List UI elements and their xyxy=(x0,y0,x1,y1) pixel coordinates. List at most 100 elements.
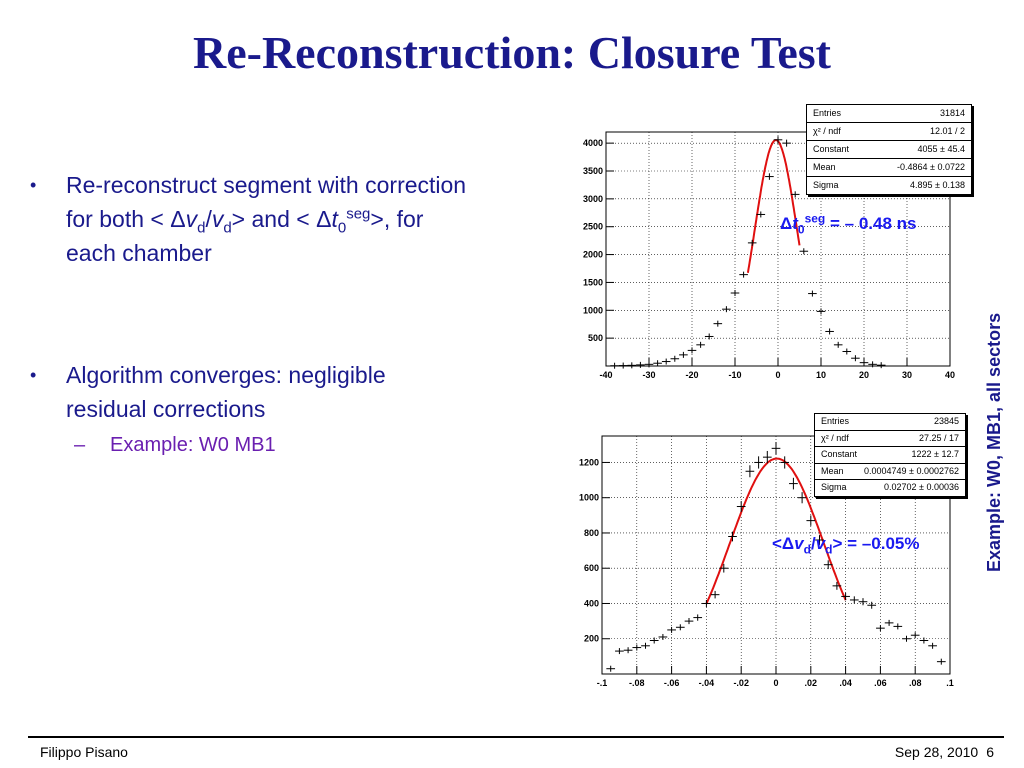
sub-d: d xyxy=(197,219,206,237)
data-point xyxy=(756,211,766,218)
delta-symbol-2: Δ xyxy=(316,206,332,232)
stats-value: 0.0004749 ± 0.0002762 xyxy=(863,465,959,476)
data-point xyxy=(849,596,859,604)
data-point xyxy=(696,341,705,348)
bullet-2-line-2: residual corrections xyxy=(66,396,266,422)
data-point xyxy=(808,290,817,297)
var-v: v xyxy=(185,206,198,232)
sup-seg: seg xyxy=(346,205,371,223)
sub-0: 0 xyxy=(337,219,347,237)
footer-date: Sep 28, 2010 xyxy=(894,744,979,760)
stats-key: χ² / ndf xyxy=(813,126,841,136)
footer-author: Filippo Pisano xyxy=(40,744,128,760)
y-tick-label: 2500 xyxy=(583,222,603,232)
data-point xyxy=(667,626,676,633)
data-point xyxy=(936,658,946,665)
data-point xyxy=(653,360,662,367)
stats-row: Mean -0.4864 ± 0.0722 xyxy=(807,159,971,177)
data-point xyxy=(728,531,737,542)
data-point xyxy=(739,271,748,278)
stats-row: Sigma 4.895 ± 0.138 xyxy=(807,177,971,194)
stats-value: 4.895 ± 0.138 xyxy=(910,180,965,190)
t0-sup: seg xyxy=(804,211,826,226)
sub-d-2: d xyxy=(223,219,232,237)
x-tick-label: -.1 xyxy=(597,678,608,688)
dash-symbol: – xyxy=(74,434,86,456)
x-tick-label: -20 xyxy=(685,370,698,380)
y-tick-label: 200 xyxy=(584,634,599,644)
t0-annotation: Δt0seg = – 0.48 ns xyxy=(780,211,917,235)
data-point xyxy=(627,362,637,369)
stats-row: Mean 0.0004749 ± 0.0002762 xyxy=(815,464,965,480)
y-tick-label: 3500 xyxy=(583,166,603,176)
data-point xyxy=(893,623,903,630)
x-tick-label: .08 xyxy=(909,678,922,688)
x-tick-label: 20 xyxy=(859,370,869,380)
stats-value: 0.02702 ± 0.00036 xyxy=(883,482,959,492)
data-point xyxy=(623,647,633,654)
footer-divider xyxy=(28,736,1004,738)
data-point xyxy=(765,173,774,180)
data-point xyxy=(876,362,886,369)
stats-value: 1222 ± 12.7 xyxy=(911,449,959,459)
stats-key: Constant xyxy=(813,144,850,154)
y-tick-label: 1500 xyxy=(583,277,603,287)
y-tick-label: 800 xyxy=(584,528,599,538)
t0-t: t xyxy=(792,214,798,233)
data-point xyxy=(618,362,628,369)
data-point xyxy=(910,632,920,639)
stats-row: Entries 31814 xyxy=(807,105,971,123)
bullet-item-2: • Algorithm converges: negligible residu… xyxy=(30,358,575,426)
vd-sub-2: d xyxy=(825,542,833,557)
stats-key: Entries xyxy=(821,416,850,426)
x-tick-label: .04 xyxy=(839,678,852,688)
x-tick-label: .1 xyxy=(946,678,954,688)
stats-key: χ² / ndf xyxy=(821,432,849,443)
x-tick-label: -.02 xyxy=(733,678,749,688)
y-tick-label: 1000 xyxy=(583,305,603,315)
stats-key: Entries xyxy=(813,108,842,118)
slash: / xyxy=(205,206,212,232)
data-point xyxy=(745,465,755,478)
x-tick-label: -10 xyxy=(728,370,741,380)
bullet-item-1: • Re-reconstruct segment with correction… xyxy=(30,168,575,270)
stats-key: Constant xyxy=(821,449,858,459)
data-point xyxy=(675,624,685,631)
x-tick-label: 40 xyxy=(945,370,955,380)
side-label: Example: W0, MB1, all sectors xyxy=(984,312,1004,572)
stats-key: Mean xyxy=(821,465,844,476)
data-point xyxy=(736,501,746,512)
stats-box-vd: Entries 23845 χ² / ndf 27.25 / 17 Constant 12… xyxy=(814,413,966,497)
data-point xyxy=(606,665,616,672)
stats-key: Mean xyxy=(813,162,836,172)
stats-key: Sigma xyxy=(821,482,847,492)
data-point xyxy=(730,290,740,297)
vd-value: > = –0.05% xyxy=(832,534,920,553)
data-point xyxy=(928,642,937,649)
stats-row: Constant 4055 ± 45.4 xyxy=(807,141,971,159)
stats-key: Sigma xyxy=(813,180,839,190)
var-v-2: v xyxy=(211,206,224,232)
data-point xyxy=(644,361,654,368)
data-point xyxy=(858,598,868,606)
data-point xyxy=(713,320,723,327)
stats-value: 27.25 / 17 xyxy=(918,432,959,443)
t0-value: = – 0.48 ns xyxy=(825,214,917,233)
data-point xyxy=(806,515,816,526)
y-tick-label: 400 xyxy=(584,598,599,608)
data-point xyxy=(632,644,642,651)
x-tick-label: .02 xyxy=(805,678,818,688)
data-point xyxy=(859,359,869,366)
stats-row: Sigma 0.02702 ± 0.00036 xyxy=(815,480,965,496)
footer-right: Sep 28, 2010 6 xyxy=(895,744,994,760)
stats-row: Constant 1222 ± 12.7 xyxy=(815,447,965,464)
x-tick-label: -.06 xyxy=(664,678,680,688)
data-point xyxy=(704,333,714,340)
data-point xyxy=(780,456,790,469)
gaussian-fit-curve xyxy=(705,457,847,605)
vd-v2: v xyxy=(815,534,826,553)
x-tick-label: 0 xyxy=(773,678,778,688)
data-point xyxy=(868,361,877,368)
bullet-1-mid: > and < xyxy=(231,206,317,232)
y-tick-label: 4000 xyxy=(583,138,603,148)
